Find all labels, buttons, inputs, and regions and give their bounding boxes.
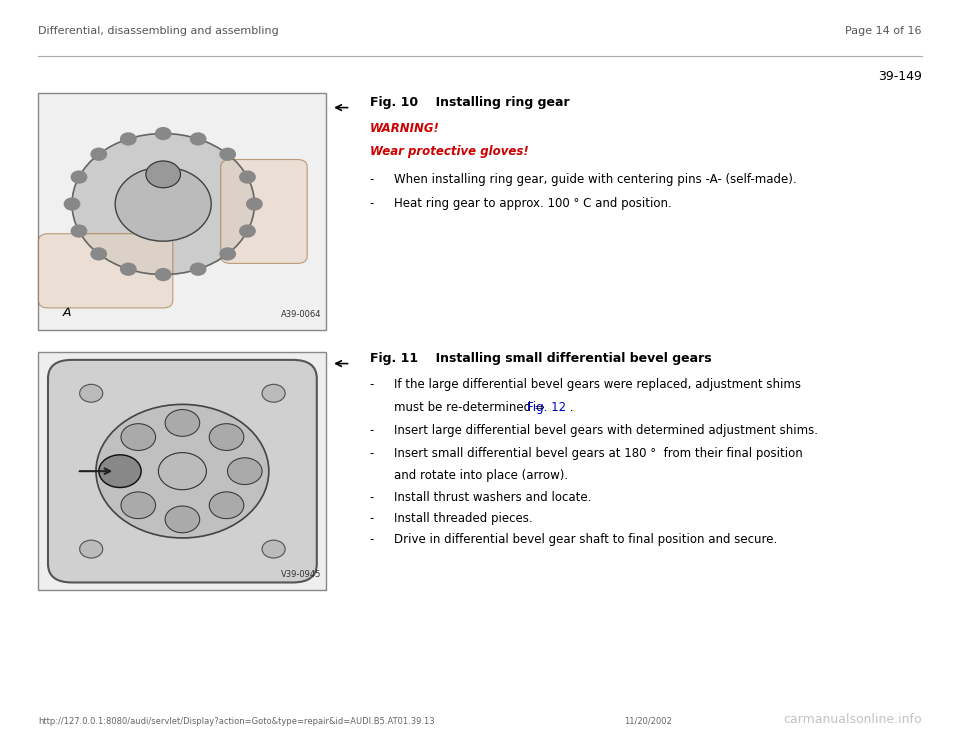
Circle shape bbox=[121, 492, 156, 519]
Circle shape bbox=[121, 263, 136, 275]
Text: -: - bbox=[370, 378, 374, 392]
Text: A39-0064: A39-0064 bbox=[281, 310, 322, 319]
Circle shape bbox=[115, 167, 211, 241]
Text: carmanualsonline.info: carmanualsonline.info bbox=[783, 712, 922, 726]
Text: V39-0945: V39-0945 bbox=[281, 570, 322, 579]
Circle shape bbox=[121, 133, 136, 145]
Circle shape bbox=[247, 198, 262, 210]
Text: Install thrust washers and locate.: Install thrust washers and locate. bbox=[394, 491, 591, 505]
Circle shape bbox=[64, 198, 80, 210]
Circle shape bbox=[262, 540, 285, 558]
Circle shape bbox=[146, 161, 180, 188]
Text: -: - bbox=[370, 447, 374, 460]
Text: A: A bbox=[62, 306, 71, 319]
Circle shape bbox=[165, 410, 200, 436]
Circle shape bbox=[91, 148, 107, 160]
Text: Insert large differential bevel gears with determined adjustment shims.: Insert large differential bevel gears wi… bbox=[394, 424, 818, 438]
Bar bbox=[38, 93, 326, 330]
Circle shape bbox=[165, 506, 200, 533]
Circle shape bbox=[91, 248, 107, 260]
Circle shape bbox=[240, 225, 255, 237]
Text: Install threaded pieces.: Install threaded pieces. bbox=[394, 512, 532, 525]
Text: Wear protective gloves!: Wear protective gloves! bbox=[370, 145, 528, 158]
Circle shape bbox=[220, 248, 235, 260]
Circle shape bbox=[156, 128, 171, 139]
Text: Fig. 10    Installing ring gear: Fig. 10 Installing ring gear bbox=[370, 96, 569, 110]
Text: Insert small differential bevel gears at 180 °  from their final position: Insert small differential bevel gears at… bbox=[394, 447, 803, 460]
Circle shape bbox=[240, 171, 255, 183]
Text: WARNING!: WARNING! bbox=[370, 122, 440, 136]
Text: http://127.0.0.1:8080/audi/servlet/Display?action=Goto&type=repair&id=AUDI.B5.AT: http://127.0.0.1:8080/audi/servlet/Displ… bbox=[38, 717, 435, 726]
Text: 11/20/2002: 11/20/2002 bbox=[624, 717, 672, 726]
Circle shape bbox=[121, 424, 156, 450]
Circle shape bbox=[103, 458, 137, 485]
Circle shape bbox=[209, 492, 244, 519]
Text: When installing ring gear, guide with centering pins -A- (self-made).: When installing ring gear, guide with ce… bbox=[394, 173, 796, 186]
Text: 39-149: 39-149 bbox=[877, 70, 922, 84]
Circle shape bbox=[220, 148, 235, 160]
Text: Drive in differential bevel gear shaft to final position and secure.: Drive in differential bevel gear shaft t… bbox=[394, 533, 777, 546]
Text: -: - bbox=[370, 533, 374, 546]
FancyBboxPatch shape bbox=[48, 360, 317, 582]
Circle shape bbox=[262, 384, 285, 402]
Text: If the large differential bevel gears were replaced, adjustment shims: If the large differential bevel gears we… bbox=[394, 378, 801, 392]
Circle shape bbox=[228, 458, 262, 485]
Text: Differential, disassembling and assembling: Differential, disassembling and assembli… bbox=[38, 26, 279, 36]
Circle shape bbox=[96, 404, 269, 538]
Text: Fig. 12: Fig. 12 bbox=[527, 401, 566, 414]
Text: must be re-determined ⇒: must be re-determined ⇒ bbox=[394, 401, 548, 414]
Circle shape bbox=[71, 225, 86, 237]
FancyBboxPatch shape bbox=[221, 160, 307, 263]
Text: Heat ring gear to approx. 100 ° C and position.: Heat ring gear to approx. 100 ° C and po… bbox=[394, 197, 671, 210]
Circle shape bbox=[156, 269, 171, 280]
Circle shape bbox=[209, 424, 244, 450]
Circle shape bbox=[190, 263, 205, 275]
Text: -: - bbox=[370, 424, 374, 438]
Text: Page 14 of 16: Page 14 of 16 bbox=[845, 26, 922, 36]
Circle shape bbox=[80, 540, 103, 558]
Circle shape bbox=[80, 384, 103, 402]
Text: -: - bbox=[370, 173, 374, 186]
Text: -: - bbox=[370, 491, 374, 505]
Text: and rotate into place (arrow).: and rotate into place (arrow). bbox=[394, 469, 567, 482]
Circle shape bbox=[99, 455, 141, 487]
Circle shape bbox=[158, 453, 206, 490]
Text: .: . bbox=[566, 401, 574, 414]
Circle shape bbox=[71, 171, 86, 183]
Circle shape bbox=[72, 134, 254, 275]
Text: Fig. 11    Installing small differential bevel gears: Fig. 11 Installing small differential be… bbox=[370, 352, 711, 366]
FancyBboxPatch shape bbox=[38, 234, 173, 308]
Circle shape bbox=[190, 133, 205, 145]
Bar bbox=[38, 352, 326, 590]
Text: -: - bbox=[370, 512, 374, 525]
Text: -: - bbox=[370, 197, 374, 210]
